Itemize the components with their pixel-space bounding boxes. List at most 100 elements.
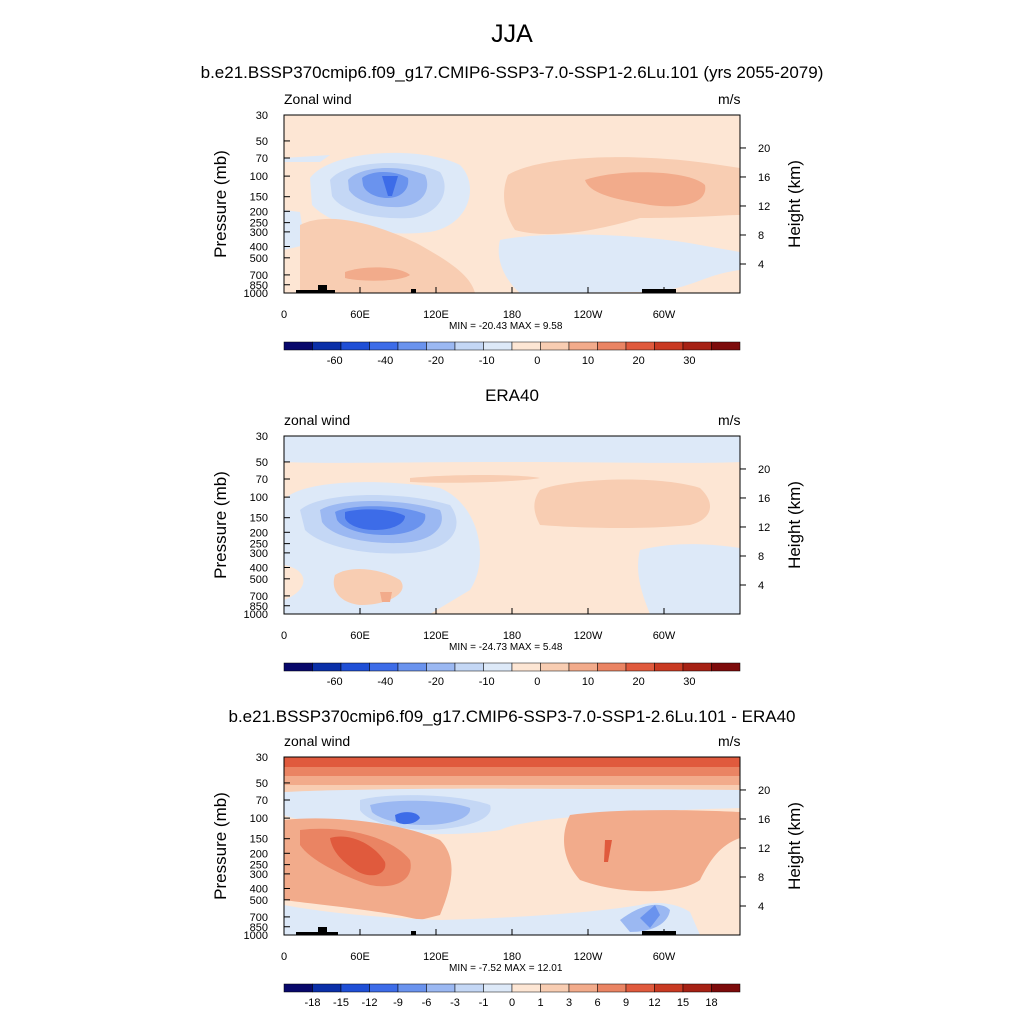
- colorbar-swatch: [682, 341, 712, 351]
- longitude-tick-label: 60W: [653, 951, 676, 963]
- colorbar-tick-label: 6: [594, 997, 600, 1009]
- pressure-tick-label: 200: [250, 848, 268, 860]
- pressure-tick-label: 1000: [244, 288, 268, 300]
- height-tick-label: 16: [758, 814, 770, 826]
- longitude-tick-label: 60E: [350, 309, 370, 321]
- longitude-tick-label: 120E: [423, 309, 449, 321]
- pressure-tick-label: 30: [256, 431, 268, 443]
- colorbar-swatch: [682, 662, 712, 672]
- longitude-tick-label: 60W: [653, 630, 676, 642]
- colorbar-tick-label: -18: [305, 997, 321, 1009]
- colorbar-swatch: [340, 983, 370, 993]
- pressure-tick-label: 30: [256, 110, 268, 122]
- colorbar-swatch: [483, 983, 513, 993]
- figure-title: JJA: [491, 20, 533, 48]
- height-tick-label: 8: [758, 872, 764, 884]
- height-tick-label: 16: [758, 493, 770, 505]
- colorbar-tick-label: -40: [377, 355, 393, 367]
- height-axis-title: Height (km): [785, 160, 804, 248]
- pressure-tick-label: 500: [250, 895, 268, 907]
- colorbar-swatch: [597, 662, 627, 672]
- colorbar-swatch: [454, 662, 484, 672]
- colorbar-swatch: [540, 983, 570, 993]
- panel-3-title: b.e21.BSSP370cmip6.f09_g17.CMIP6-SSP3-7.…: [228, 707, 796, 726]
- panel-1-variable-label: Zonal wind: [284, 91, 352, 107]
- panel-3-units-label: m/s: [718, 733, 741, 749]
- pressure-tick-label: 1000: [244, 930, 268, 942]
- colorbar-tick-label: 12: [648, 997, 660, 1009]
- colorbar-swatch: [568, 983, 598, 993]
- pressure-tick-label: 700: [250, 591, 268, 603]
- height-tick-label: 12: [758, 843, 770, 855]
- longitude-tick-label: 0: [281, 630, 287, 642]
- pressure-tick-label: 300: [250, 227, 268, 239]
- longitude-tick-label: 180: [503, 951, 521, 963]
- colorbar-swatch: [340, 341, 370, 351]
- height-tick-label: 12: [758, 522, 770, 534]
- pressure-tick-label: 400: [250, 883, 268, 895]
- pressure-axis-title: Pressure (mb): [211, 471, 230, 579]
- colorbar-tick-label: -3: [450, 997, 460, 1009]
- colorbar-swatch: [625, 983, 655, 993]
- colorbar-swatch: [312, 983, 342, 993]
- colorbar-swatch: [540, 341, 570, 351]
- panel-1-colorbar: -60 -40 -20 -10 0 10 20 30: [283, 341, 741, 367]
- pressure-tick-label: 400: [250, 562, 268, 574]
- pressure-tick-label: 70: [256, 474, 268, 486]
- colorbar-swatch: [283, 983, 313, 993]
- colorbar-tick-label: 15: [677, 997, 689, 1009]
- colorbar-tick-label: -20: [428, 676, 444, 688]
- height-tick-label: 20: [758, 785, 770, 797]
- pressure-tick-label: 150: [250, 834, 268, 846]
- pressure-tick-label: 700: [250, 270, 268, 282]
- panel-3-colorbar: -18 -15 -12 -9 -6 -3 -1 0 1 3 6 9 12 15 18: [283, 983, 741, 1009]
- pressure-tick-label: 50: [256, 457, 268, 469]
- colorbar-swatch: [654, 662, 684, 672]
- colorbar-swatch: [426, 341, 456, 351]
- colorbar-tick-label: 0: [509, 997, 515, 1009]
- colorbar-swatch: [568, 662, 598, 672]
- height-tick-label: 4: [758, 901, 764, 913]
- pressure-tick-label: 150: [250, 513, 268, 525]
- pressure-tick-label: 150: [250, 192, 268, 204]
- colorbar-tick-label: -40: [377, 676, 393, 688]
- pressure-tick-label: 200: [250, 206, 268, 218]
- colorbar-swatch: [654, 983, 684, 993]
- colorbar-swatch: [511, 662, 541, 672]
- pressure-tick-label: 850: [250, 922, 268, 934]
- longitude-tick-label: 120W: [574, 630, 603, 642]
- colorbar-tick-label: 0: [534, 355, 540, 367]
- pressure-tick-label: 1000: [244, 609, 268, 621]
- panel-1-contour-field: [284, 115, 740, 293]
- longitude-tick-label: 0: [281, 309, 287, 321]
- colorbar-swatch: [682, 983, 712, 993]
- colorbar-swatch: [369, 662, 399, 672]
- height-axis-title: Height (km): [785, 802, 804, 890]
- height-tick-label: 20: [758, 143, 770, 155]
- colorbar-tick-label: 18: [705, 997, 717, 1009]
- colorbar-swatch: [540, 662, 570, 672]
- colorbar-swatch: [397, 341, 427, 351]
- pressure-tick-label: 700: [250, 912, 268, 924]
- panel-2-title: ERA40: [485, 386, 539, 405]
- colorbar-swatch: [426, 662, 456, 672]
- colorbar-swatch: [369, 983, 399, 993]
- colorbar-swatch: [625, 341, 655, 351]
- axes-layer: 3050701001502002503004005007008501000201…: [211, 110, 804, 963]
- pressure-tick-label: 50: [256, 136, 268, 148]
- panel-3-minmax: MIN = -7.52 MAX = 12.01: [449, 963, 563, 974]
- colorbar-swatch: [625, 662, 655, 672]
- colorbar-swatch: [483, 662, 513, 672]
- pressure-tick-label: 100: [250, 171, 268, 183]
- colorbar-tick-label: -60: [327, 355, 343, 367]
- colorbar-tick-label: 9: [623, 997, 629, 1009]
- colorbar-swatch: [283, 662, 313, 672]
- case-title: b.e21.BSSP370cmip6.f09_g17.CMIP6-SSP3-7.…: [200, 63, 824, 82]
- colorbar-swatch: [312, 341, 342, 351]
- colorbar-tick-label: -10: [479, 355, 495, 367]
- longitude-tick-label: 0: [281, 951, 287, 963]
- colorbar-swatch: [511, 983, 541, 993]
- colorbar-tick-label: 20: [633, 676, 645, 688]
- colorbar-swatch: [511, 341, 541, 351]
